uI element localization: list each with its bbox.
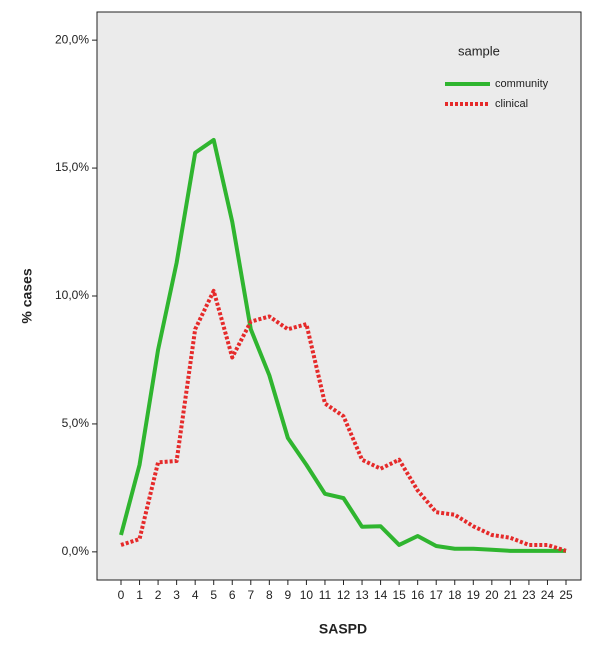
x-tick-label: 3 (173, 588, 180, 602)
x-tick-label: 14 (374, 588, 388, 602)
legend-label: clinical (495, 98, 528, 110)
x-tick-label: 2 (155, 588, 162, 602)
plot-area (96, 11, 582, 581)
x-tick-label: 8 (266, 588, 273, 602)
x-tick-label: 19 (467, 588, 481, 602)
x-tick-label: 0 (118, 588, 125, 602)
y-tick-label: 10,0% (55, 288, 89, 302)
x-tick-label: 20 (485, 588, 499, 602)
x-tick-label: 4 (192, 588, 199, 602)
x-tick-label: 16 (411, 588, 425, 602)
x-tick-label: 13 (355, 588, 369, 602)
y-tick-label: 15,0% (55, 160, 89, 174)
x-tick-label: 23 (522, 588, 536, 602)
x-tick-label: 9 (285, 588, 292, 602)
x-tick-label: 5 (210, 588, 217, 602)
y-axis-title: % cases (19, 268, 35, 323)
x-axis-title: SASPD (319, 621, 367, 637)
x-tick-label: 25 (559, 588, 573, 602)
y-tick-label: 0,0% (62, 544, 90, 558)
x-tick-label: 18 (448, 588, 462, 602)
y-tick-label: 5,0% (62, 416, 90, 430)
x-tick-label: 24 (541, 588, 555, 602)
line-series (120, 288, 567, 553)
x-tick-label: 11 (319, 588, 332, 602)
x-tick-label: 15 (392, 588, 406, 602)
legend-label: community (495, 78, 549, 90)
x-tick-label: 1 (136, 588, 143, 602)
y-tick-label: 20,0% (55, 32, 89, 46)
x-tick-label: 10 (300, 588, 314, 602)
x-tick-label: 6 (229, 588, 236, 602)
x-tick-label: 7 (247, 588, 254, 602)
x-tick-label: 17 (430, 588, 444, 602)
legend-title: sample (458, 43, 500, 58)
x-tick-label: 21 (504, 588, 518, 602)
x-tick-label: 12 (337, 588, 351, 602)
line-series (119, 137, 566, 553)
